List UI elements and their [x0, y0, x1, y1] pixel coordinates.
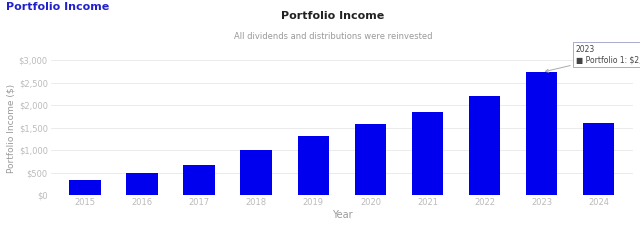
Y-axis label: Portfolio Income ($): Portfolio Income ($): [7, 83, 16, 173]
Bar: [412, 112, 443, 195]
Bar: [526, 72, 557, 195]
Bar: [126, 173, 157, 195]
Text: Portfolio Income: Portfolio Income: [6, 2, 109, 12]
Bar: [355, 124, 386, 195]
Text: All dividends and distributions were reinvested: All dividends and distributions were rei…: [234, 32, 432, 41]
Bar: [184, 165, 215, 195]
Bar: [298, 136, 329, 195]
Bar: [69, 180, 100, 195]
Bar: [583, 123, 614, 195]
Text: 2023
■ Portfolio 1: $2,735: 2023 ■ Portfolio 1: $2,735: [545, 45, 640, 72]
Bar: [241, 151, 272, 195]
Text: Portfolio Income: Portfolio Income: [281, 11, 385, 21]
X-axis label: Year: Year: [332, 210, 352, 220]
Bar: [469, 96, 500, 195]
